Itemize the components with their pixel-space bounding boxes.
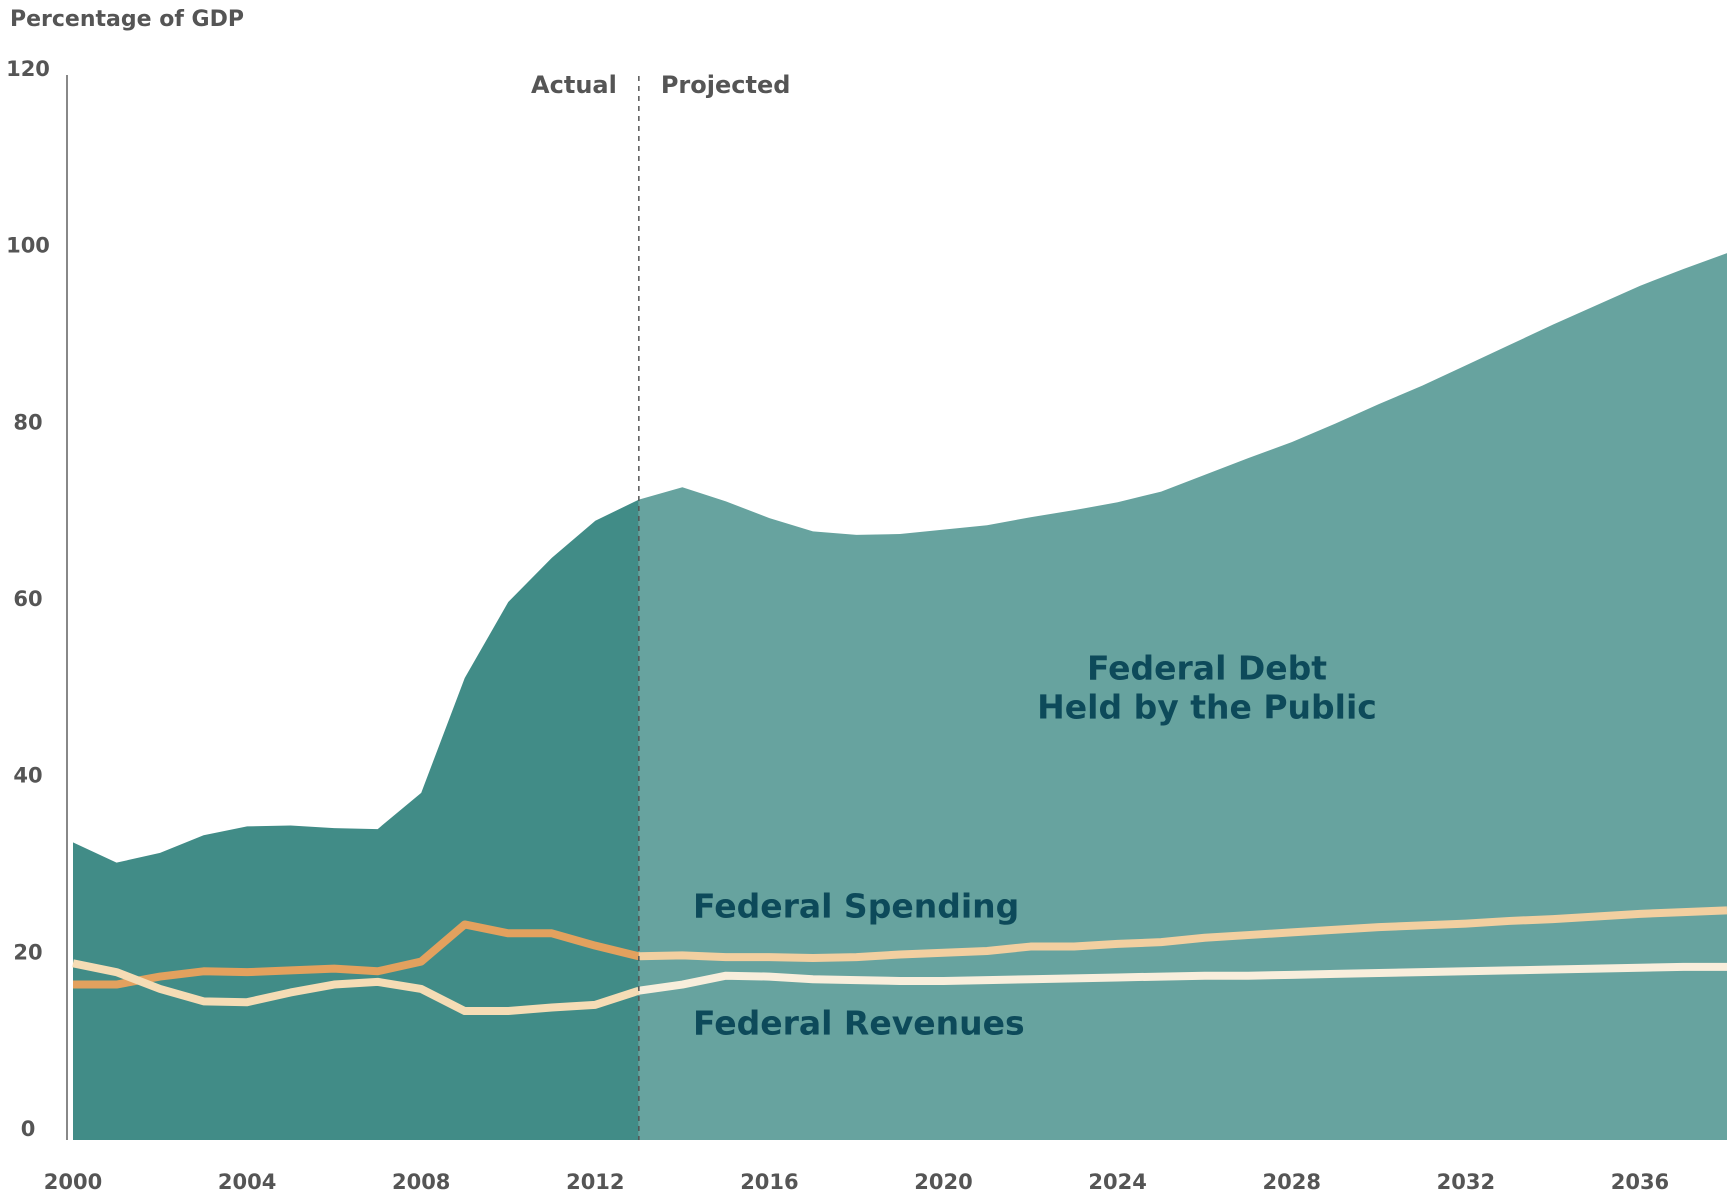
y-axis-label: Percentage of GDP	[10, 7, 244, 32]
series-label: Federal Debt	[1087, 649, 1327, 688]
series-label: Held by the Public	[1037, 688, 1377, 727]
area	[73, 499, 639, 1140]
line	[638, 906, 1728, 963]
y-tick-label: 100	[6, 234, 50, 258]
y-tick-label: 120	[6, 57, 50, 81]
x-tick-label: 2032	[1437, 1170, 1495, 1193]
y-tick-label: 60	[13, 587, 42, 611]
y-tick-label: 40	[13, 764, 42, 788]
x-tick-label: 2012	[566, 1170, 624, 1193]
x-tick-label: 2020	[914, 1170, 972, 1193]
annotation: Actual	[531, 71, 617, 99]
x-tick-label: 2016	[740, 1170, 798, 1193]
x-tick-label: 2000	[44, 1170, 102, 1193]
y-tick-label: 80	[13, 410, 42, 434]
annotation: Projected	[661, 71, 791, 99]
series-label: Federal Revenues	[693, 1004, 1025, 1043]
line	[73, 920, 640, 989]
line	[72, 959, 641, 1016]
y-tick-label: 0	[21, 1117, 36, 1141]
area	[638, 253, 1728, 1141]
x-tick-label: 2024	[1088, 1170, 1146, 1193]
x-tick-label: 2008	[392, 1170, 450, 1193]
x-tick-label: 2028	[1263, 1170, 1321, 1193]
x-tick-label: 2036	[1611, 1170, 1669, 1193]
x-tick-label: 2004	[218, 1170, 276, 1193]
line	[638, 962, 1727, 995]
y-tick-label: 20	[13, 940, 42, 964]
series-label: Federal Spending	[693, 887, 1019, 926]
